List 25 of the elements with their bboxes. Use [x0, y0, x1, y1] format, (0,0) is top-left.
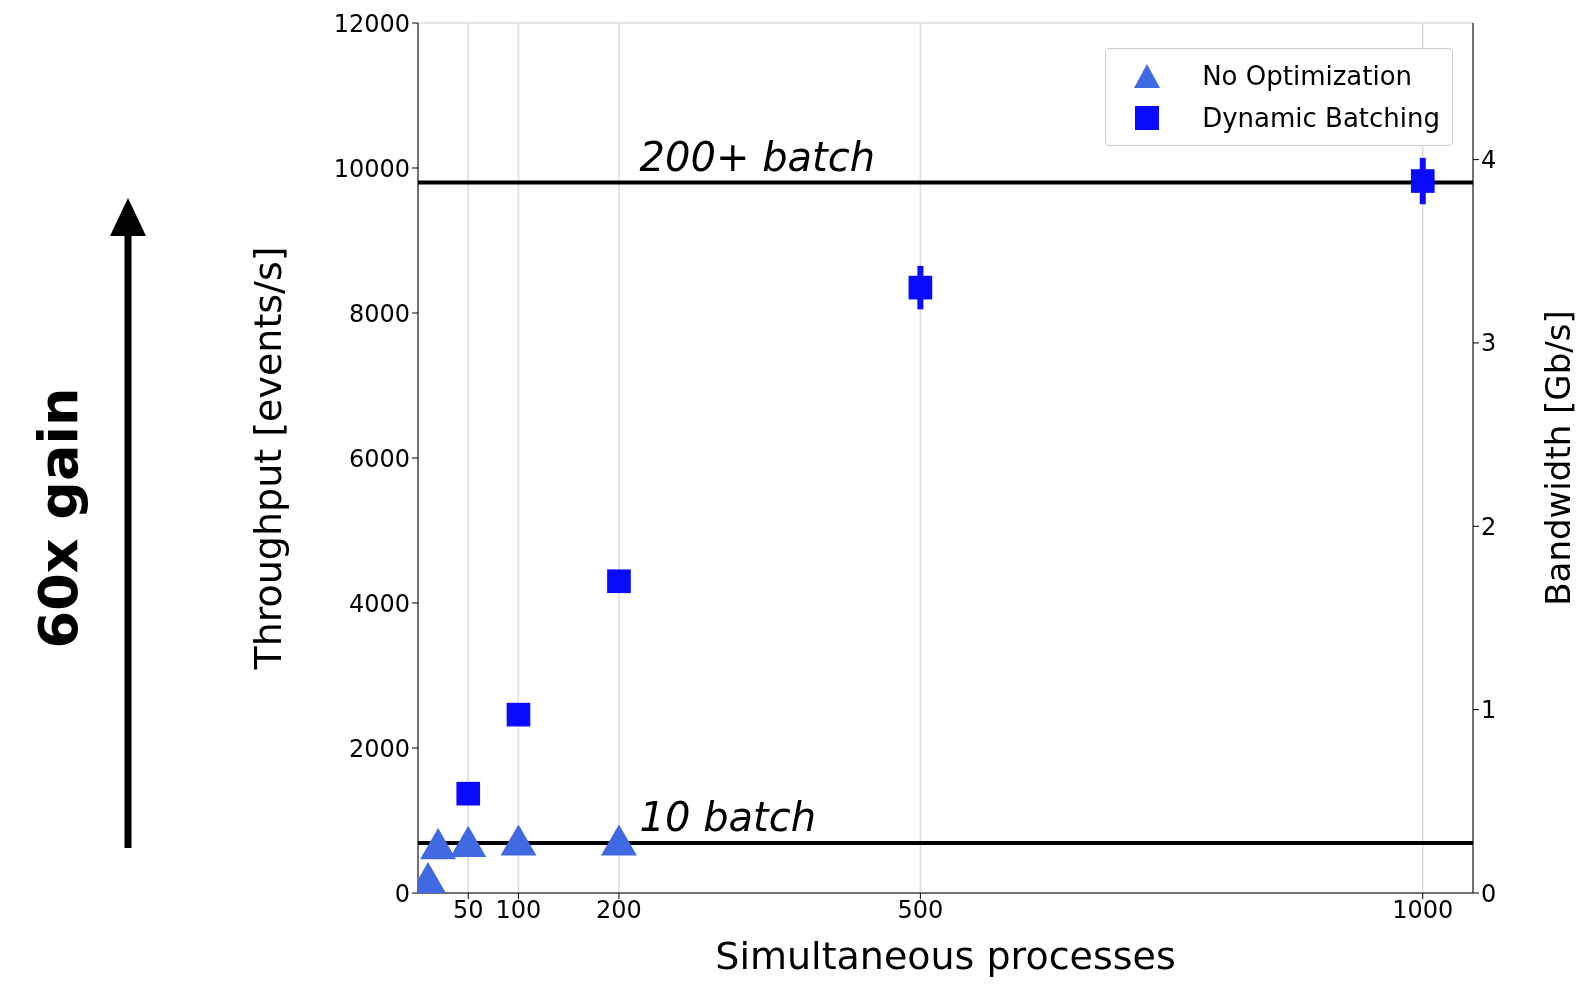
text: 60x gain [26, 387, 90, 649]
y-tick-label: 2000 [348, 734, 410, 763]
x-tick-label: 500 [897, 896, 944, 925]
legend-label: No Optimization [1202, 61, 1413, 91]
x-axis-title: Simultaneous processes [715, 934, 1176, 978]
y2-tick-label: 3 [1481, 329, 1497, 358]
y2-tick-label: 2 [1481, 512, 1497, 541]
y2-axis-title: Bandwidth [Gb/s] [1538, 310, 1579, 606]
y2-tick-label: 0 [1481, 879, 1497, 908]
x-tick-label: 1000 [1392, 896, 1454, 925]
x-tick-label: 200 [596, 896, 642, 925]
y-tick-label: 12000 [333, 9, 410, 38]
y-tick-label: 10000 [333, 154, 410, 183]
y2-tick-label: 1 [1481, 696, 1497, 725]
ref-line-label: 200+ batch [639, 133, 876, 180]
legend-label: Dynamic Batching [1202, 103, 1440, 133]
ref-line-label: 10 batch [639, 793, 817, 840]
y-axis-title: Throughput [events/s] [246, 246, 291, 671]
x-tick-label: 100 [495, 896, 542, 925]
y-tick-label: 8000 [348, 299, 410, 328]
y2-tick-label: 4 [1481, 146, 1497, 175]
y-tick-label: 6000 [348, 444, 410, 473]
y-tick-label: 4000 [348, 589, 410, 618]
y-tick-label: 0 [394, 879, 410, 908]
x-tick-label: 50 [452, 896, 484, 925]
